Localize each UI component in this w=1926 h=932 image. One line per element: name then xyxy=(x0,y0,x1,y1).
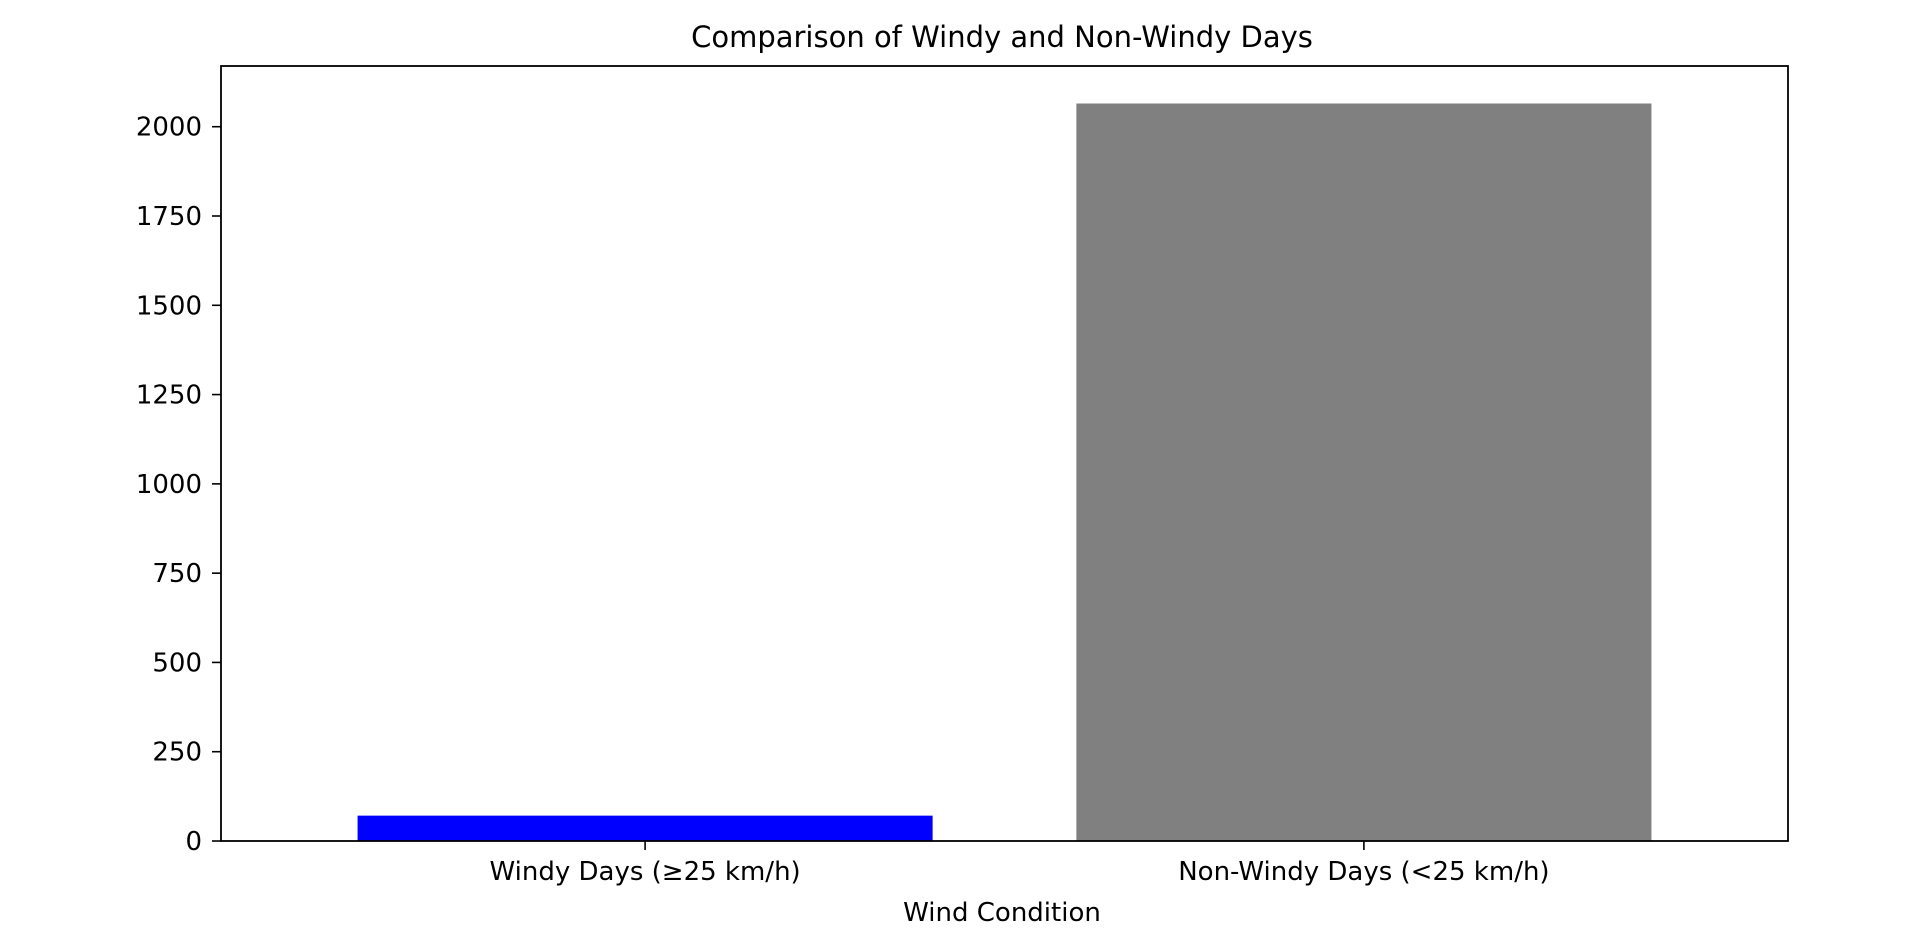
plot-frame xyxy=(220,65,1789,842)
y-tick-label-7: 1750 xyxy=(136,202,202,232)
y-tick-label-1: 250 xyxy=(152,738,202,768)
chart-title: Comparison of Windy and Non-Windy Days xyxy=(691,20,1313,54)
y-tick-label-5: 1250 xyxy=(136,381,202,411)
y-tick-label-3: 750 xyxy=(152,559,202,589)
y-tick-label-4: 1000 xyxy=(136,470,202,500)
bar-1 xyxy=(1076,103,1652,841)
y-tick-label-2: 500 xyxy=(152,648,202,678)
x-axis-label: Wind Condition xyxy=(903,898,1101,928)
y-tick-label-8: 2000 xyxy=(136,113,202,143)
y-tick-label-0: 0 xyxy=(185,827,202,857)
x-axis: Windy Days (≥25 km/h) Non-Windy Days (<25… xyxy=(490,841,1550,887)
y-tick-label-6: 1500 xyxy=(136,291,202,321)
y-axis: 0 250 500 750 1000 1250 1500 1750 2000 xyxy=(136,113,221,857)
bars xyxy=(357,103,1652,841)
x-tick-label-1: Non-Windy Days (<25 km/h) xyxy=(1178,857,1549,887)
x-tick-label-0: Windy Days (≥25 km/h) xyxy=(490,857,801,887)
bar-0 xyxy=(357,815,933,841)
